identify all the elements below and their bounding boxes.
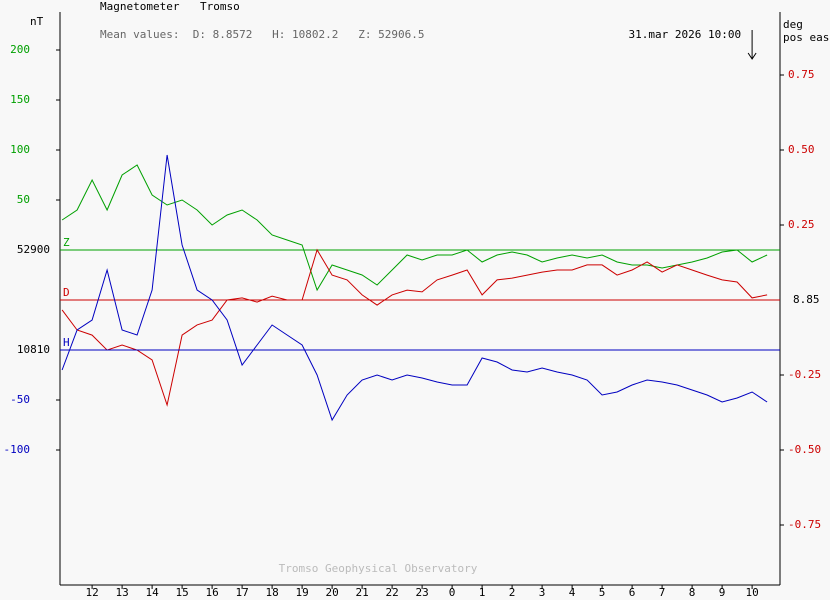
x-tick-label: 13	[115, 586, 128, 599]
y2-tick-label: 0.50	[788, 143, 815, 156]
x-tick-label: 1	[479, 586, 486, 599]
station: Tromso	[200, 0, 240, 13]
right-unit: deg	[783, 18, 803, 31]
x-tick-label: 16	[205, 586, 218, 599]
y-tick-label: 50	[17, 193, 30, 206]
x-tick-label: 15	[175, 586, 188, 599]
x-tick-label: 22	[385, 586, 398, 599]
x-tick-label: 19	[295, 586, 308, 599]
y2-tick-label: 0.75	[788, 68, 815, 81]
y-tick-label: 100	[10, 143, 30, 156]
left-unit: nT	[30, 15, 44, 28]
series-letter: D	[63, 286, 70, 299]
x-tick-label: 0	[449, 586, 456, 599]
x-tick-label: 18	[265, 586, 278, 599]
y-tick-label: -100	[4, 443, 31, 456]
x-tick-label: 9	[719, 586, 726, 599]
series-line	[61, 248, 768, 407]
x-tick-label: 2	[509, 586, 516, 599]
x-tick-label: 8	[689, 586, 696, 599]
x-tick-label: 4	[569, 586, 576, 599]
y-tick-label: -50	[10, 393, 30, 406]
footer: Tromso Geophysical Observatory	[279, 562, 478, 575]
y2-tick-label: 0.25	[788, 218, 815, 231]
x-tick-label: 12	[85, 586, 98, 599]
annotation-arrowhead	[747, 52, 757, 60]
x-tick-label: 20	[325, 586, 338, 599]
x-tick-label: 21	[355, 586, 368, 599]
x-tick-label: 10	[745, 586, 758, 599]
annotation: 31.mar 2026 10:00	[629, 28, 742, 41]
y2-tick-label: -0.50	[788, 443, 821, 456]
y-tick-label: 200	[10, 43, 30, 56]
y2-tick-label: -0.25	[788, 368, 821, 381]
y2-tick-label: -0.75	[788, 518, 821, 531]
x-tick-label: 5	[599, 586, 606, 599]
y-tick-label: 150	[10, 93, 30, 106]
baseline-label: 8.85	[793, 293, 820, 306]
chart-title: Magnetometer	[100, 0, 180, 13]
right-unit-note: pos east	[783, 31, 830, 44]
x-tick-label: 17	[235, 586, 248, 599]
x-tick-label: 7	[659, 586, 666, 599]
x-tick-label: 6	[629, 586, 636, 599]
x-tick-label: 14	[145, 586, 159, 599]
series-line	[61, 154, 768, 422]
baseline-label: 52900	[17, 243, 50, 256]
series-letter: Z	[63, 236, 70, 249]
series-letter: H	[63, 336, 70, 349]
mean-values: Mean values: D: 8.8572 H: 10802.2 Z: 529…	[100, 28, 425, 41]
baseline-label: 10810	[17, 343, 50, 356]
x-tick-label: 23	[415, 586, 428, 599]
x-tick-label: 3	[539, 586, 546, 599]
series-line	[61, 164, 768, 292]
